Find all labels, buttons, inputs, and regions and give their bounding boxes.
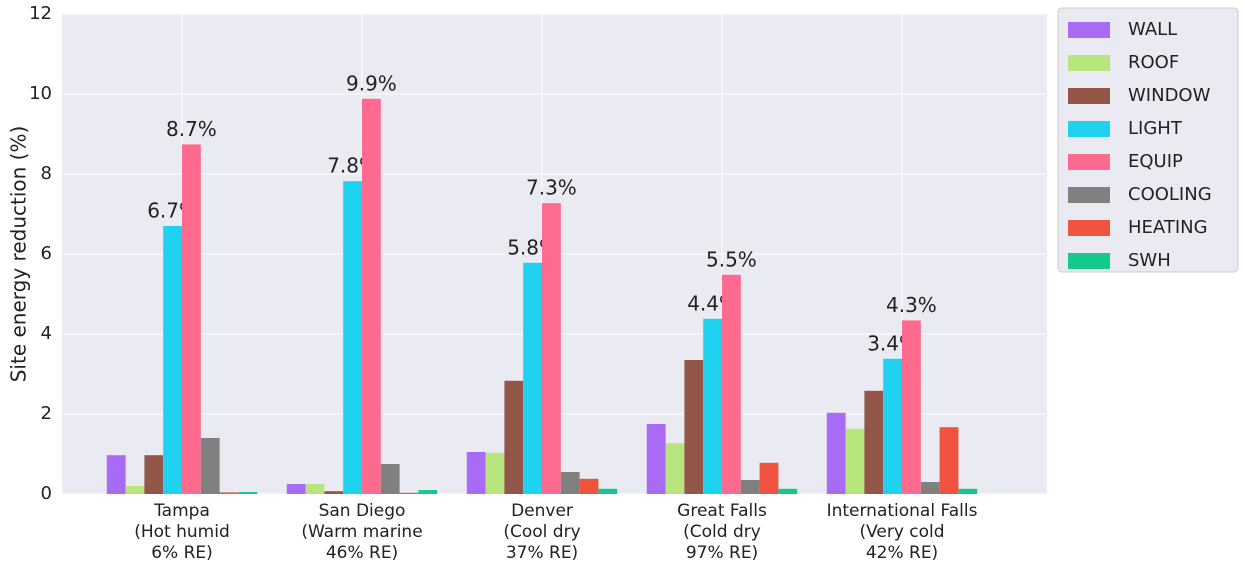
bar [845,428,865,494]
bar [305,484,325,494]
x-tick-label: (Hot humid [134,522,230,542]
data-label: 9.9% [346,71,397,95]
data-label: 4.3% [886,293,937,317]
bar [504,380,524,494]
bar [163,226,182,494]
bar [286,484,306,494]
y-tick-label: 12 [29,3,52,24]
x-tick-label: 97% RE) [686,543,758,563]
legend-swatch [1068,22,1110,38]
x-tick-label: (Cold dry [683,522,761,542]
bar [144,455,164,494]
legend-label: COOLING [1128,184,1212,205]
legend-swatch [1068,220,1110,236]
bar [864,390,884,494]
legend-swatch [1068,55,1110,71]
bar [778,488,798,494]
legend-label: HEATING [1128,217,1208,238]
bar [703,318,722,494]
bar [560,472,580,494]
bar [466,452,486,494]
y-tick-label: 0 [41,483,52,504]
legend-swatch [1068,187,1110,203]
y-tick-label: 2 [41,403,52,424]
bar [826,412,846,494]
bar [740,480,760,494]
bar [324,491,344,494]
bar [722,274,741,494]
y-tick-label: 10 [29,83,52,104]
bar [380,464,400,494]
legend-label: WALL [1128,19,1177,40]
y-tick-label: 8 [41,163,52,184]
data-label: 7.3% [526,176,577,200]
bar [523,262,542,494]
x-tick-label: (Warm marine [301,522,422,542]
y-tick-label: 6 [41,243,52,264]
data-label: 8.7% [166,117,217,141]
bar [200,438,220,494]
bar [125,486,145,494]
legend-swatch [1068,88,1110,104]
bar [939,427,959,494]
legend-label: WINDOW [1128,85,1211,106]
bar [598,488,618,494]
x-tick-label: 42% RE) [866,543,938,563]
x-tick-label: International Falls [827,501,978,521]
bar [684,360,704,494]
bar [238,492,258,494]
x-tick-label: (Very cold [859,522,944,542]
bar [182,144,201,494]
y-axis-label: Site energy reduction (%) [7,126,31,383]
legend-box [1057,7,1239,273]
legend-label: SWH [1128,250,1171,271]
bar [106,455,126,494]
x-tick-label: 46% RE) [326,543,398,563]
x-tick-label: 37% RE) [506,543,578,563]
x-tick-label: (Cool dry [503,522,580,542]
x-tick-label: Denver [511,501,573,521]
bar [920,482,940,494]
bar [579,478,599,494]
y-tick-label: 4 [41,323,52,344]
bar [362,98,381,495]
bar [646,424,666,494]
bar [665,443,685,494]
x-tick-label: Great Falls [677,501,767,521]
x-tick-label: Tampa [153,501,210,521]
x-tick-label: San Diego [319,501,406,521]
data-label: 5.5% [706,247,757,271]
legend-label: ROOF [1128,52,1179,73]
bar [958,488,978,494]
bar [542,203,561,494]
bar [343,181,362,494]
bar [418,490,438,494]
legend-swatch [1068,121,1110,137]
bar [902,320,921,494]
bar [219,492,239,494]
legend-label: LIGHT [1128,118,1183,139]
bar [399,492,419,494]
legend-swatch [1068,154,1110,170]
bar [883,358,902,494]
bar [485,452,505,494]
x-tick-label: 6% RE) [151,543,213,563]
legend-swatch [1068,253,1110,269]
legend-label: EQUIP [1128,151,1183,172]
bar [759,462,779,494]
